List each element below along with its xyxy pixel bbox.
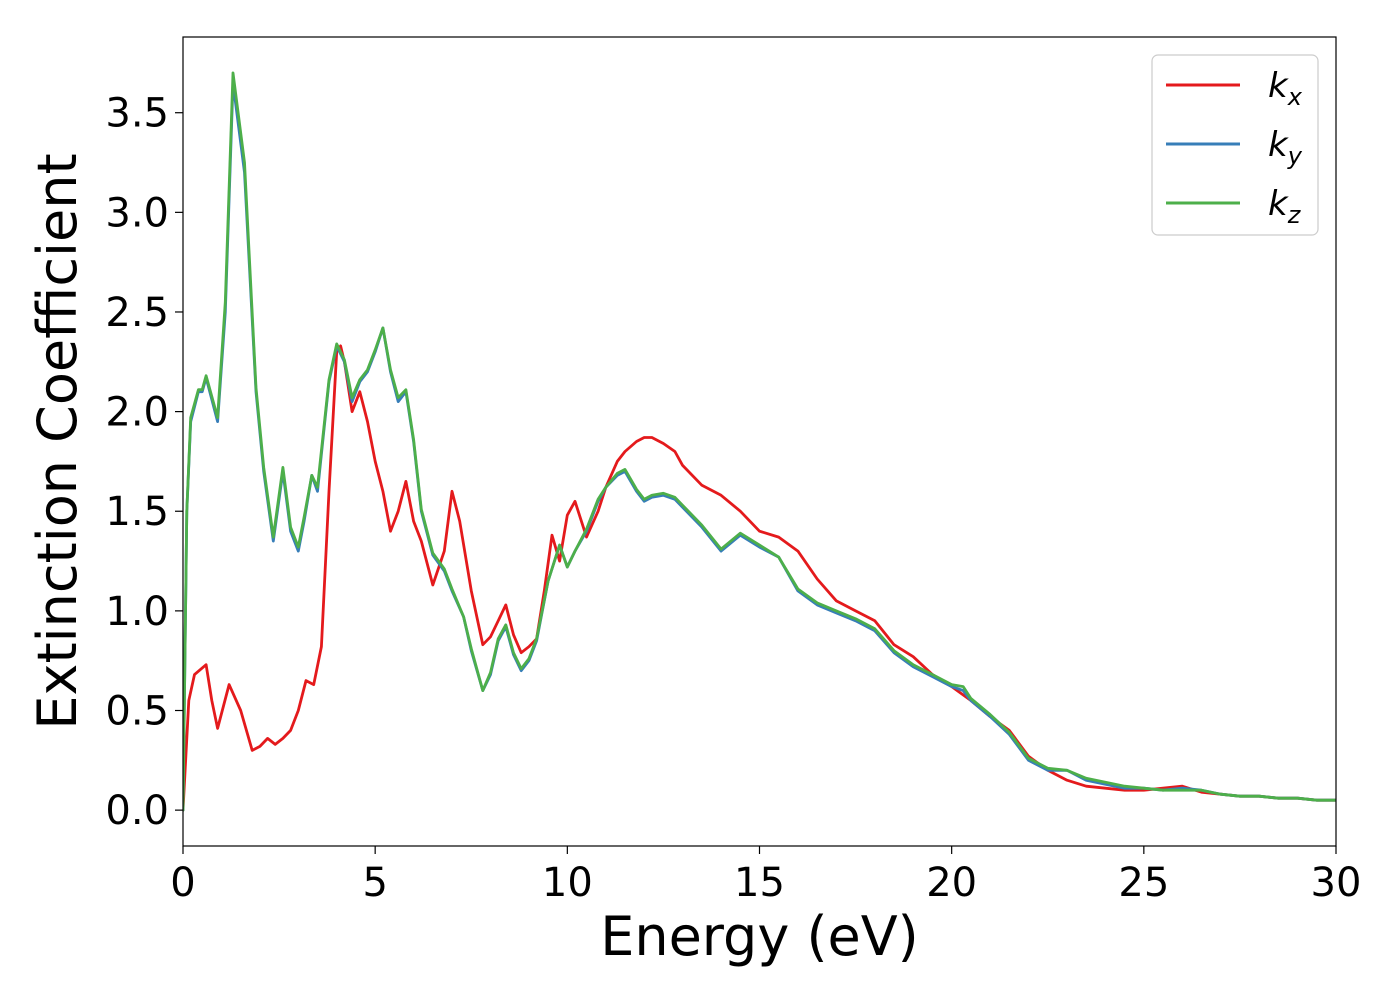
y-tick-label: 3.0	[105, 190, 169, 236]
y-tick-label: 0.0	[105, 788, 169, 834]
x-axis-title: Energy (eV)	[600, 905, 919, 968]
series-layer	[183, 71, 1336, 812]
x-tick-label: 15	[734, 860, 785, 906]
y-tick-label: 2.0	[105, 390, 169, 436]
y-tick-label: 2.5	[105, 290, 169, 336]
x-tick-label: 25	[1118, 860, 1169, 906]
x-tick-label: 5	[362, 860, 387, 906]
x-tick-label: 20	[926, 860, 977, 906]
x-tick-label: 0	[170, 860, 195, 906]
series-line-kx	[183, 344, 1336, 812]
x-tick-label: 10	[542, 860, 593, 906]
legend-label-kz: kz	[1268, 184, 1302, 229]
x-axis-ticks: 0 5 10 15 20 25 30	[170, 846, 1361, 906]
y-tick-label: 0.5	[105, 689, 169, 735]
y-tick-label: 3.5	[105, 91, 169, 137]
series-line-kz	[183, 71, 1336, 812]
y-tick-label: 1.5	[105, 489, 169, 535]
legend-label-ky: ky	[1268, 125, 1303, 170]
legend-label-kx: kx	[1268, 66, 1303, 111]
x-tick-label: 30	[1311, 860, 1362, 906]
y-axis-ticks: 0.0 0.5 1.0 1.5 2.0 2.5 3.0 3.5	[105, 91, 183, 834]
legend: kx ky kz	[1151, 54, 1319, 236]
y-axis-title: Extinction Coefficient	[26, 153, 89, 729]
y-tick-label: 1.0	[105, 589, 169, 635]
